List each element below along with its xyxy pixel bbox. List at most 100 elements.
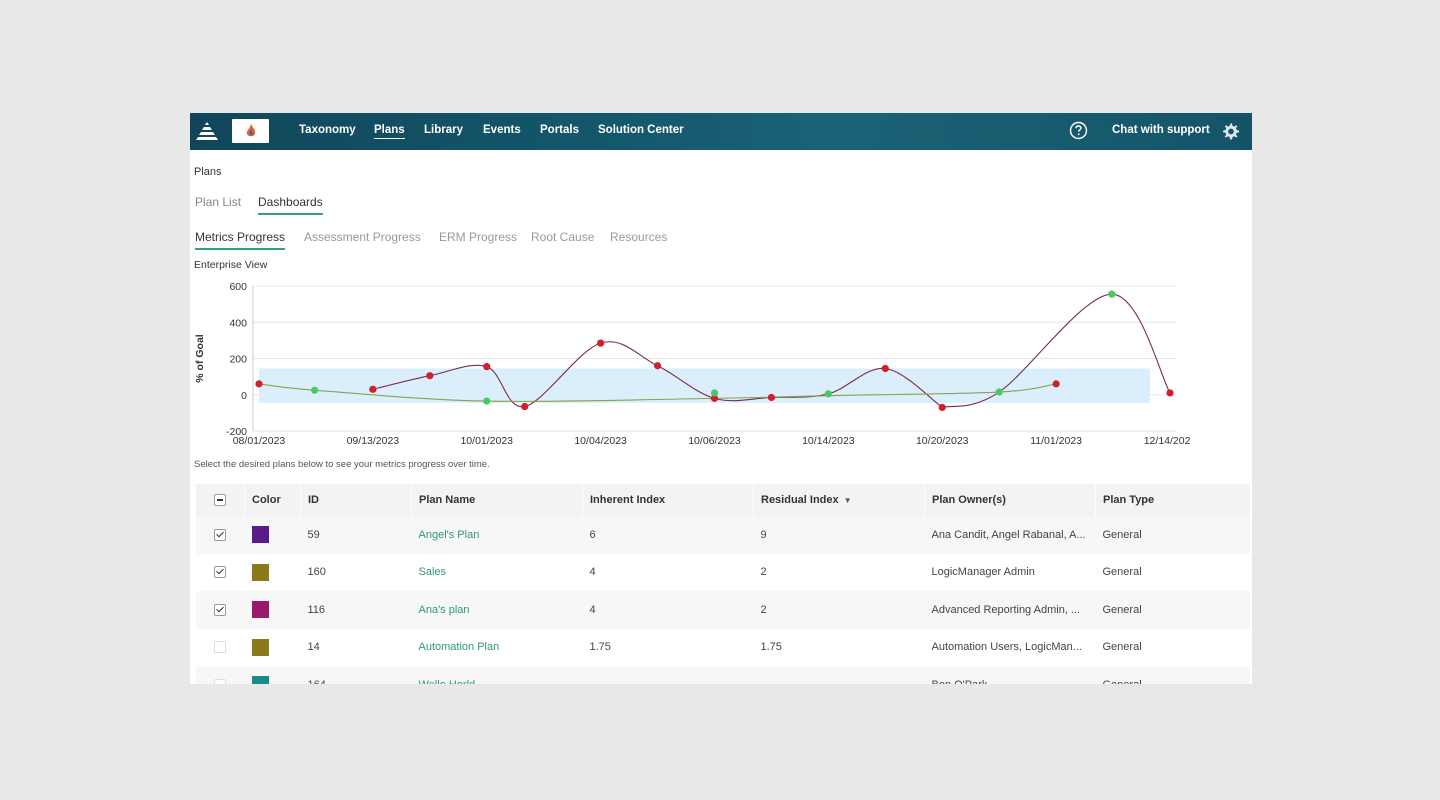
- cell-row-checkbox: [196, 591, 245, 629]
- app-window: Taxonomy Plans Library Events Portals So…: [190, 113, 1252, 684]
- gear-icon[interactable]: [1221, 122, 1240, 141]
- y-axis-label: % of Goal: [194, 334, 206, 383]
- col-residual-index[interactable]: Residual Index ▼: [753, 484, 925, 516]
- row-checkbox[interactable]: [214, 603, 227, 616]
- data-point: [521, 402, 529, 411]
- row-checkbox[interactable]: [214, 566, 227, 579]
- nav-taxonomy[interactable]: Taxonomy: [299, 124, 356, 136]
- table-row[interactable]: 164 Wello Horld Ben O'Park General: [196, 666, 1250, 684]
- x-tick-label: 11/01/2023: [1030, 435, 1082, 447]
- col-plan-type[interactable]: Plan Type: [1095, 484, 1250, 516]
- cell-color-swatch: [245, 554, 301, 592]
- residual-index: 2: [760, 566, 767, 579]
- plan-name-link[interactable]: Wello Horld: [419, 679, 476, 684]
- cell-residual-index: 9: [753, 516, 925, 554]
- data-point: [710, 389, 719, 397]
- breadcrumb: Plans: [194, 166, 222, 178]
- row-checkbox[interactable]: [214, 678, 227, 684]
- data-point: [311, 386, 319, 394]
- select-all-checkbox[interactable]: [214, 494, 226, 507]
- nav-portals[interactable]: Portals: [540, 124, 579, 136]
- y-tick-label: -200: [226, 426, 247, 438]
- select-all-header[interactable]: [196, 484, 245, 516]
- tab-dashboards[interactable]: Dashboards: [258, 195, 323, 215]
- table-row[interactable]: 116 Ana's plan 4 2 Advanced Reporting Admin,…: [196, 591, 1250, 629]
- cell-color-swatch: [244, 516, 301, 554]
- cell-plan-owners: Automation Users, LogicMan...: [925, 629, 1096, 667]
- x-tick-label: 10/20/2023: [916, 435, 969, 447]
- plan-owners: Ana Candit, Angel Rabanal, A...: [931, 528, 1086, 541]
- tab-erm-progress[interactable]: ERM Progress: [439, 230, 518, 244]
- data-point: [483, 397, 491, 405]
- plan-name-link[interactable]: Ana's plan: [418, 603, 470, 616]
- table-row[interactable]: 59 Angel's Plan 6 9 Ana Candit, Angel Rabana…: [196, 516, 1250, 554]
- col-plan-owners[interactable]: Plan Owner(s): [924, 484, 1096, 516]
- plan-type: General: [1102, 603, 1142, 616]
- plan-type: General: [1102, 641, 1142, 654]
- cell-plan-owners: Ben O'Park: [924, 666, 1096, 684]
- row-checkbox[interactable]: [214, 528, 227, 541]
- goal-band: [259, 368, 1150, 403]
- col-residual-index-label: Residual Index: [761, 494, 839, 506]
- plan-owners: LogicManager Admin: [931, 566, 1035, 579]
- cell-plan-id: 160: [301, 554, 412, 592]
- chat-support-link[interactable]: Chat with support: [1112, 124, 1210, 136]
- plan-owners: Advanced Reporting Admin, ...: [931, 603, 1081, 616]
- color-swatch[interactable]: [251, 676, 269, 684]
- plan-id: 116: [307, 603, 326, 616]
- tab-resources[interactable]: Resources: [610, 230, 668, 244]
- cell-residual-index: 2: [754, 554, 925, 592]
- cell-plan-name-link: Ana's plan: [411, 591, 583, 629]
- color-swatch[interactable]: [251, 601, 269, 619]
- plan-name-link[interactable]: Sales: [418, 566, 447, 579]
- inherent-index: 4: [589, 566, 596, 579]
- series-line: [258, 383, 1057, 402]
- cell-row-checkbox: [196, 554, 245, 592]
- plans-table-body: 59 Angel's Plan 6 9 Ana Candit, Angel Rabana…: [196, 516, 1250, 684]
- tab-plan-list[interactable]: Plan List: [195, 195, 242, 209]
- plan-id: 59: [307, 528, 320, 541]
- data-point: [426, 372, 434, 380]
- col-inherent-index[interactable]: Inherent Index: [582, 484, 754, 516]
- x-tick-label: 12/14/2023: [1144, 435, 1190, 447]
- residual-index: 2: [760, 603, 767, 616]
- cell-inherent-index: 4: [582, 591, 754, 629]
- nav-solution-center[interactable]: Solution Center: [598, 124, 684, 136]
- col-id[interactable]: ID: [300, 484, 412, 516]
- nav-plans[interactable]: Plans: [374, 124, 405, 139]
- sort-desc-icon[interactable]: ▼: [843, 495, 852, 505]
- data-point: [597, 339, 605, 347]
- col-color[interactable]: Color: [244, 484, 301, 516]
- plan-name-link[interactable]: Automation Plan: [418, 641, 500, 654]
- plan-id: 14: [307, 641, 320, 654]
- data-point: [1052, 380, 1060, 388]
- plan-name-link[interactable]: Angel's Plan: [418, 528, 480, 541]
- nav-events[interactable]: Events: [483, 124, 521, 136]
- col-plan-name[interactable]: Plan Name: [411, 484, 583, 516]
- color-swatch[interactable]: [251, 563, 269, 581]
- tab-metrics-progress[interactable]: Metrics Progress: [195, 230, 286, 250]
- y-tick-label: 600: [229, 281, 247, 293]
- y-tick-label: 0: [241, 390, 247, 402]
- row-checkbox[interactable]: [214, 641, 227, 654]
- nav-library[interactable]: Library: [424, 124, 463, 136]
- color-swatch[interactable]: [251, 638, 269, 656]
- table-row[interactable]: 160 Sales 4 2 LogicManager Admin General: [196, 554, 1250, 592]
- tab-assessment-progress[interactable]: Assessment Progress: [304, 230, 421, 244]
- app-logo-icon[interactable]: [196, 120, 218, 142]
- cell-color-swatch: [245, 629, 301, 667]
- cell-plan-id: 164: [300, 666, 412, 684]
- flame-icon: [246, 124, 255, 137]
- x-tick-label: 10/04/2023: [574, 435, 627, 447]
- cell-plan-type: General: [1095, 666, 1250, 684]
- data-point: [995, 388, 1003, 396]
- company-logo[interactable]: [232, 119, 269, 143]
- cell-row-checkbox: [196, 629, 245, 667]
- inherent-index: 6: [589, 528, 596, 541]
- table-row[interactable]: 14 Automation Plan 1.75 1.75 Automation User…: [196, 629, 1250, 667]
- plan-type: General: [1102, 566, 1142, 579]
- tab-root-cause[interactable]: Root Cause: [531, 230, 595, 244]
- color-swatch[interactable]: [251, 526, 269, 544]
- x-tick-label: 08/01/2023: [233, 435, 286, 447]
- help-icon[interactable]: [1069, 121, 1088, 140]
